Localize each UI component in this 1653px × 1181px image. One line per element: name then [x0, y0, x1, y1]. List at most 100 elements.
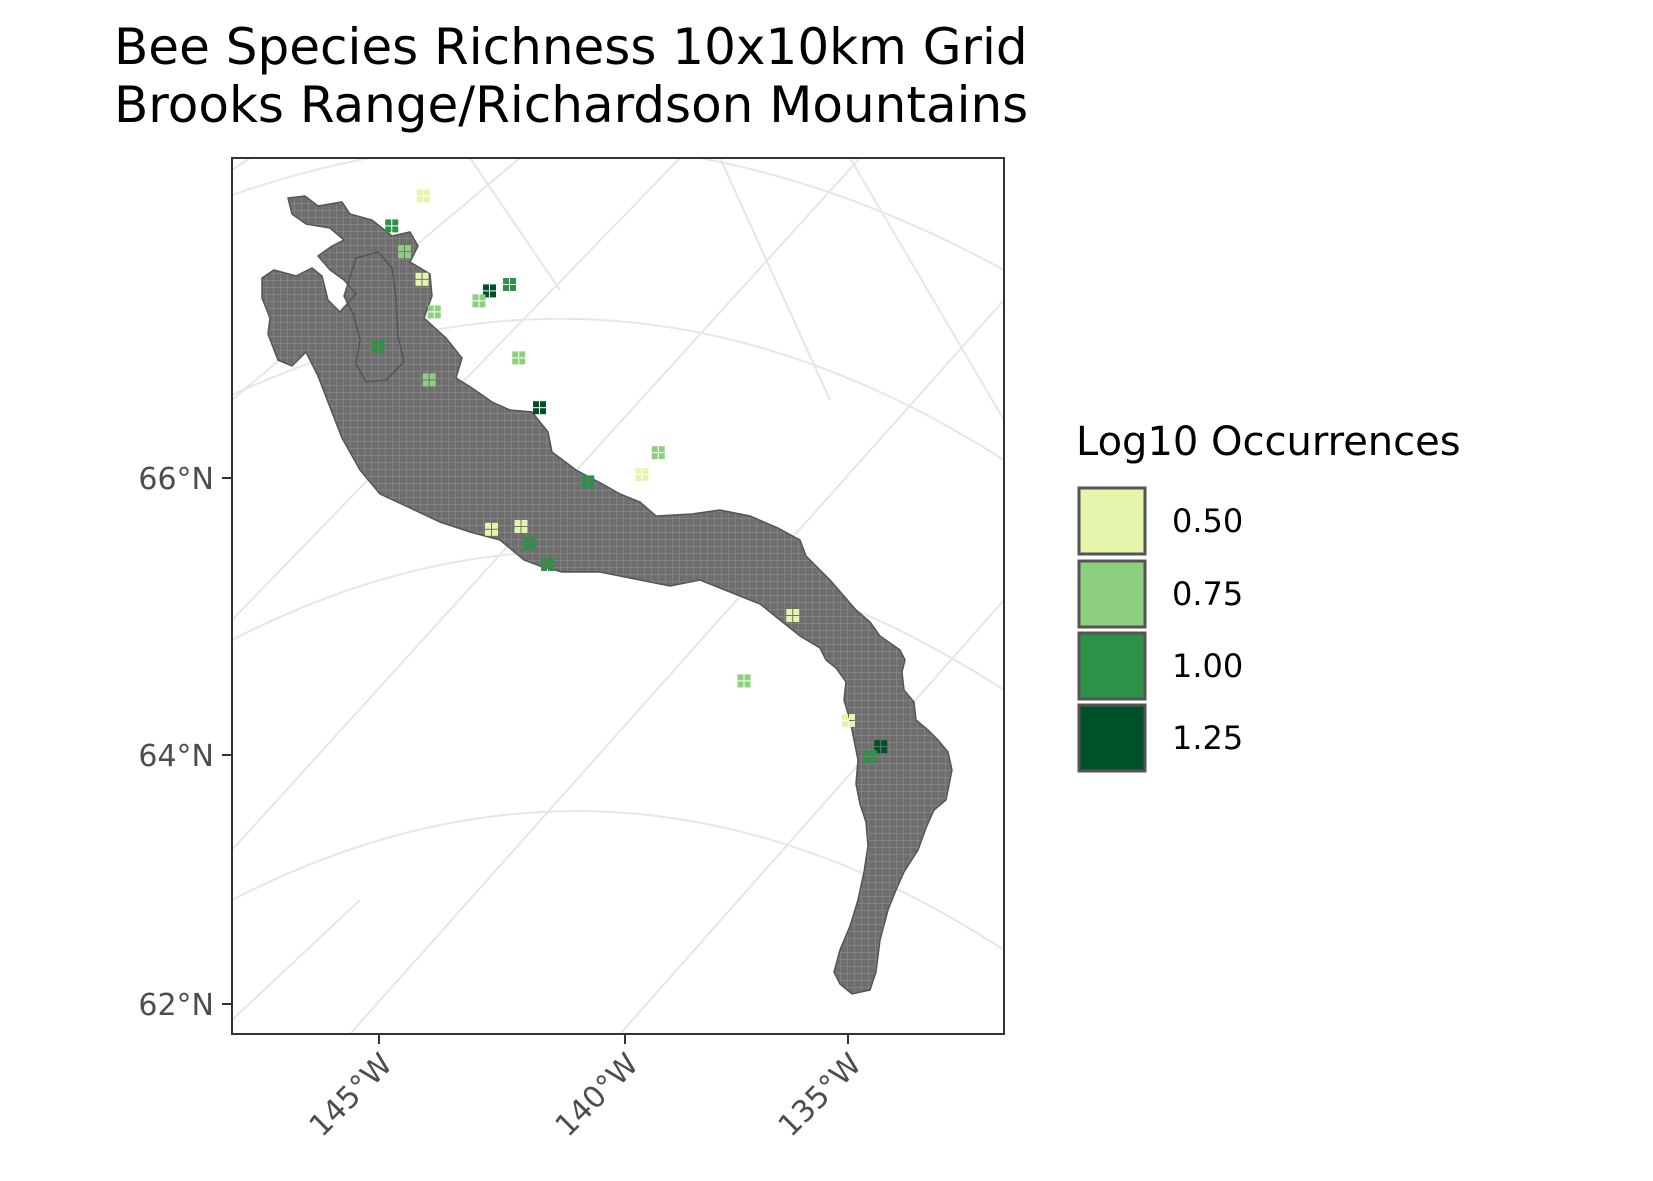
occurrence-cell-1 [416, 189, 430, 203]
occurrence-cell-15-px [581, 475, 588, 482]
occurrence-cell-8 [427, 305, 441, 319]
occurrence-cell-3-px [405, 245, 411, 252]
occurrence-cell-3-px [398, 252, 404, 259]
occurrence-cell-3 [398, 245, 411, 259]
graticule-parallel-1 [232, 158, 1004, 271]
occurrence-cells [371, 43, 888, 764]
occurrence-cell-11-px [378, 347, 385, 353]
graticule-meridian-4 [349, 299, 1004, 1034]
legend-label-1: 0.75 [1172, 575, 1243, 613]
occurrence-cell-18-px [523, 544, 529, 551]
occurrence-cell-3-px [405, 252, 411, 259]
occurrence-cell-15-px [588, 475, 595, 482]
occurrence-cell-13-px [642, 475, 649, 481]
occurrence-cell-7-px [479, 294, 486, 301]
occurrence-cell-5-px [483, 284, 489, 291]
occurrence-cell-6-px [510, 285, 516, 291]
occurrence-cell-22-px [842, 721, 848, 727]
occurrence-cell-9-px [519, 351, 526, 358]
occurrence-cell-23-px [881, 747, 888, 754]
occurrence-cell-22-px [849, 714, 855, 720]
y-tick-label-66: 66°N [138, 462, 214, 497]
occurrence-cell-14-px [651, 453, 658, 460]
study-region-polygon [261, 195, 953, 995]
occurrence-cell-10-px [533, 401, 539, 408]
occurrence-cell-22-px [849, 721, 855, 727]
graticule-meridian-6 [232, 899, 361, 1021]
occurrence-cell-8-px [427, 312, 434, 319]
occurrence-cell-17-px [521, 520, 528, 526]
occurrence-cell-8-px [427, 305, 434, 312]
occurrence-cell-10 [533, 401, 546, 415]
legend-label-3: 1.25 [1172, 719, 1243, 757]
occurrence-cell-11-px [371, 340, 378, 346]
occurrence-cell-18 [523, 537, 536, 551]
occurrence-cell-17-px [514, 520, 521, 526]
panel-border [231, 157, 1005, 1035]
occurrence-cell-21-px [737, 674, 744, 681]
occurrence-cell-16 [786, 609, 800, 622]
occurrence-cell-4-px [422, 279, 429, 286]
legend-label-2: 1.00 [1172, 647, 1243, 685]
occurrence-cell-23-px [881, 740, 888, 747]
occurrence-cell-12-px [422, 380, 429, 387]
occurrence-cell-10-px [540, 408, 546, 415]
x-axis: 145°W 140°W 135°W [303, 1034, 869, 1144]
occurrence-cell-16-px [786, 609, 793, 615]
occurrence-cell-11-px [371, 347, 378, 353]
occurrence-cell-12-px [429, 373, 436, 380]
y-tick-label-62: 62°N [138, 988, 214, 1023]
occurrence-cell-21-px [744, 681, 751, 688]
occurrence-cell-7 [472, 294, 486, 308]
occurrence-cell-18-px [530, 544, 536, 551]
occurrence-cell-15-px [588, 482, 595, 489]
occurrence-cell-1-px [416, 189, 423, 196]
occurrence-cell-14-px [658, 453, 665, 460]
occurrence-cell-7-px [472, 294, 479, 301]
occurrence-cell-6-px [510, 278, 516, 284]
legend-label-0: 0.50 [1172, 502, 1243, 540]
legend-swatch-0 [1077, 486, 1147, 556]
occurrence-cell-3-px [398, 245, 404, 252]
occurrence-cell-5-px [490, 284, 496, 291]
occurrence-cell-10-px [540, 401, 546, 408]
occurrence-cell-16-px [793, 609, 800, 615]
occurrence-cell-13-px [635, 475, 642, 481]
occurrence-cell-9-px [519, 358, 526, 365]
occurrence-cell-6-px [503, 278, 509, 284]
occurrence-cell-5-px [490, 291, 496, 298]
graticule-meridian-9 [719, 158, 831, 401]
x-tick-label-135: 135°W [772, 1047, 869, 1144]
occurrence-cell-9 [512, 351, 526, 365]
occurrence-cell-20-px [485, 529, 491, 536]
graticule-meridian-7 [232, 158, 251, 171]
occurrence-cell-0 [437, 43, 450, 56]
occurrence-cell-14-px [658, 446, 665, 453]
map-title: Bee Species Richness 10x10km Grid Brooks… [114, 18, 1028, 134]
occurrence-cell-23-px [874, 747, 881, 754]
occurrence-cell-24-px [863, 750, 870, 757]
occurrence-cell-16-px [786, 616, 793, 622]
occurrence-cell-0-px [444, 43, 450, 49]
occurrence-cell-17-px [521, 527, 528, 533]
legend-title: Log10 Occurrences [1076, 419, 1461, 465]
occurrence-cell-4-px [415, 272, 422, 279]
occurrence-cell-1-px [423, 196, 430, 203]
occurrence-cell-24-px [863, 757, 870, 764]
legend-swatch-1 [1077, 559, 1147, 629]
occurrence-cell-14-px [651, 446, 658, 453]
occurrence-cell-4-px [422, 272, 429, 279]
occurrence-cell-4-px [415, 279, 422, 286]
occurrence-cell-20-px [492, 522, 498, 529]
y-axis: 66°N 64°N 62°N [138, 462, 232, 1023]
occurrence-cell-15-px [581, 482, 588, 489]
occurrence-cell-22 [842, 714, 855, 727]
occurrence-cell-9-px [512, 351, 519, 358]
occurrence-cell-19 [541, 558, 554, 571]
occurrence-cell-2-px [392, 219, 399, 226]
occurrence-cell-0-px [437, 50, 443, 56]
occurrence-cell-21-px [737, 681, 744, 688]
occurrence-cell-8-px [434, 312, 441, 319]
graticule-meridian-5 [619, 599, 1004, 1034]
occurrence-cell-11-px [378, 340, 385, 346]
